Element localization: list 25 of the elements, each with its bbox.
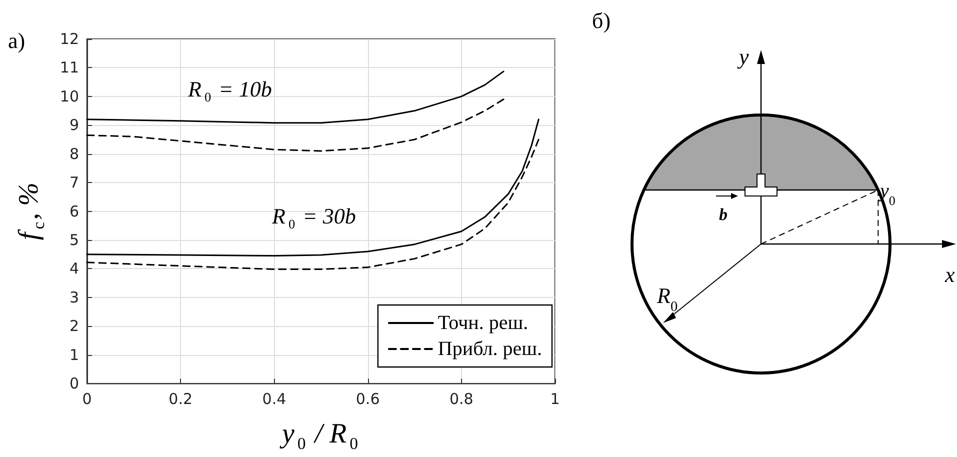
x-tick-label: 0.2 bbox=[168, 390, 193, 408]
legend-label: Прибл. реш. bbox=[438, 338, 542, 360]
y-tick-label: 7 bbox=[69, 174, 79, 192]
y-tick-label: 8 bbox=[69, 144, 79, 163]
y-tick-label: 12 bbox=[60, 30, 79, 48]
text: б) bbox=[592, 8, 611, 33]
y-tick-label: 10 bbox=[60, 87, 79, 106]
x-tick-label: 0.8 bbox=[449, 390, 474, 408]
x-tick-label: 0.6 bbox=[356, 390, 380, 408]
y-tick-label: 2 bbox=[69, 317, 79, 336]
y-tick-label: 5 bbox=[69, 231, 79, 250]
y-tick-label: 0 bbox=[69, 374, 79, 393]
x-tick-label: 0 bbox=[82, 390, 92, 408]
y-tick-label: 6 bbox=[69, 202, 79, 220]
x-tick-label: 1 bbox=[550, 390, 560, 408]
x-tick-label: 0.4 bbox=[262, 390, 286, 408]
text: а) bbox=[8, 28, 26, 53]
y-tick-label: 9 bbox=[69, 116, 79, 134]
line-series bbox=[86, 70, 504, 124]
legend-label: Точн. реш. bbox=[438, 312, 528, 334]
y-axis-title: fc, % bbox=[13, 182, 48, 240]
y-tick-label: 3 bbox=[69, 288, 79, 306]
y-tick-label: 1 bbox=[69, 346, 79, 364]
y-tick-label: 11 bbox=[60, 58, 79, 77]
y-tick-label: 4 bbox=[69, 260, 79, 278]
